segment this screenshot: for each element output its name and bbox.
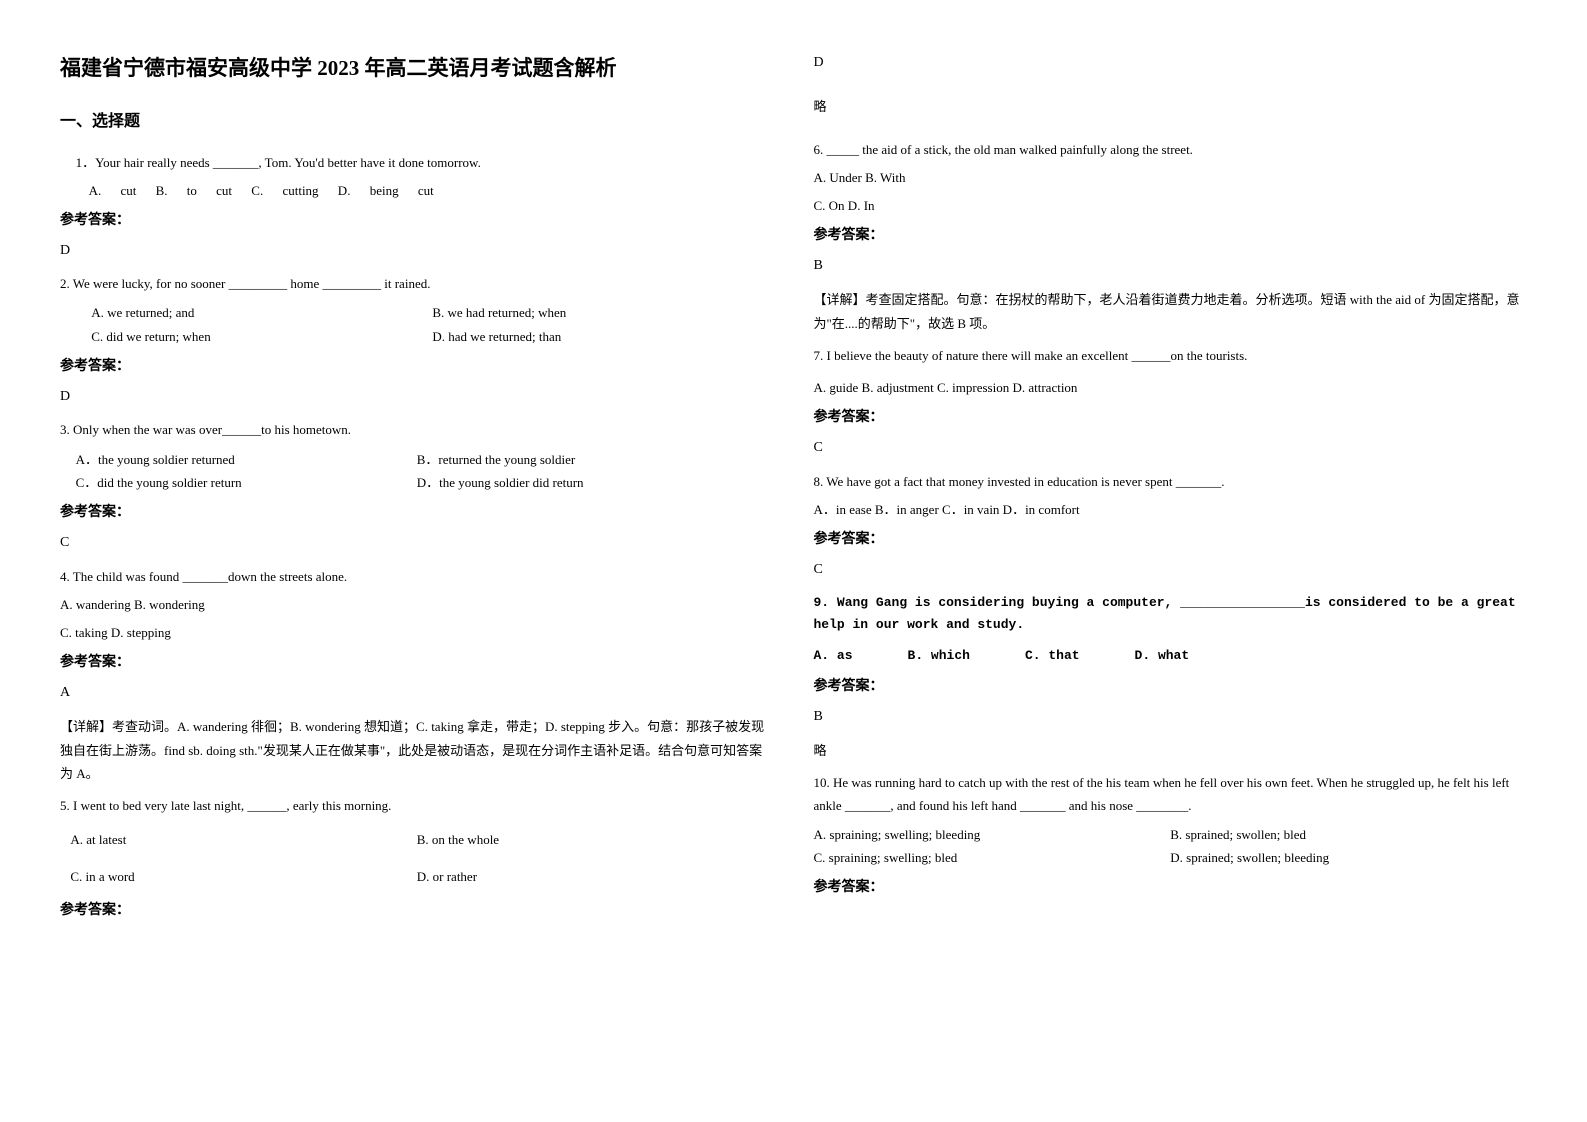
q7-answer: C [814,435,1528,460]
question-6: 6. _____ the aid of a stick, the old man… [814,139,1528,335]
q4-explanation: 【详解】考查动词。A. wandering 徘徊；B. wondering 想知… [60,715,774,785]
answer-label: 参考答案： [60,898,774,923]
q2-answer: D [60,384,774,409]
left-column: 福建省宁德市福安高级中学 2023 年高二英语月考试题含解析 一、选择题 1．Y… [60,50,774,934]
q1-text: 1．Your hair really needs _______, Tom. Y… [60,152,774,174]
q5-opt-a: A. at latest [60,828,417,851]
q3-text: 3. Only when the war was over______to hi… [60,419,774,441]
answer-label: 参考答案： [814,674,1528,699]
omit-text: 略 [814,739,1528,762]
answer-label: 参考答案： [814,527,1528,552]
answer-label: 参考答案： [60,650,774,675]
answer-label: 参考答案： [60,208,774,233]
q4-opt-cd: C. taking D. stepping [60,622,774,644]
question-7: 7. I believe the beauty of nature there … [814,345,1528,461]
q5-opt-c: C. in a word [60,865,417,888]
q9-answer: B [814,704,1528,729]
q5-options: A. at latest B. on the whole C. in a wor… [60,828,774,889]
question-3: 3. Only when the war was over______to hi… [60,419,774,555]
q10-opt-b: B. sprained; swollen; bled [1170,823,1527,846]
question-9: 9. Wang Gang is considering buying a com… [814,592,1528,762]
q3-options: A．the young soldier returned B．returned … [60,448,774,495]
q3-opt-b: B．returned the young soldier [417,448,774,471]
right-column: D 略 6. _____ the aid of a stick, the old… [814,50,1528,934]
q3-opt-d: D．the young soldier did return [417,471,774,494]
q5-answer: D [814,50,1528,75]
q6-opt-ab: A. Under B. With [814,167,1528,189]
q1-answer: D [60,238,774,263]
q1-options: A. cut B. to cut C. cutting D. being cut [60,180,774,202]
q2-opt-b: B. we had returned; when [417,301,774,324]
q4-text: 4. The child was found _______down the s… [60,566,774,588]
main-title: 福建省宁德市福安高级中学 2023 年高二英语月考试题含解析 [60,50,774,88]
q6-explanation: 【详解】考查固定搭配。句意：在拐杖的帮助下，老人沿着街道费力地走着。分析选项。短… [814,288,1528,335]
q9-opt-c: C. that [1025,644,1080,667]
section-title: 一、选择题 [60,108,774,137]
q7-text: 7. I believe the beauty of nature there … [814,345,1528,367]
omit-text: 略 [814,95,1528,118]
q5-opt-b: B. on the whole [417,828,774,851]
q10-text: 10. He was running hard to catch up with… [814,772,1528,816]
q1-opt-row: A. cut B. to cut C. cutting D. being cut [89,183,434,198]
q9-options: A. as B. which C. that D. what [814,644,1528,667]
q10-opt-c: C. spraining; swelling; bled [814,846,1171,869]
q10-opt-a: A. spraining; swelling; bleeding [814,823,1171,846]
q2-opt-c: C. did we return; when [60,325,417,348]
answer-label: 参考答案： [814,223,1528,248]
q10-opt-d: D. sprained; swollen; bleeding [1170,846,1527,869]
answer-label: 参考答案： [60,354,774,379]
page-container: 福建省宁德市福安高级中学 2023 年高二英语月考试题含解析 一、选择题 1．Y… [60,50,1527,934]
question-4: 4. The child was found _______down the s… [60,566,774,786]
q5-opt-d: D. or rather [417,865,774,888]
q5-text: 5. I went to bed very late last night, _… [60,795,774,817]
answer-label: 参考答案： [814,405,1528,430]
q6-answer: B [814,253,1528,278]
q2-text: 2. We were lucky, for no sooner ________… [60,273,774,295]
question-10: 10. He was running hard to catch up with… [814,772,1528,900]
q2-options: A. we returned; and B. we had returned; … [60,301,774,348]
q2-opt-a: A. we returned; and [60,301,417,324]
q3-opt-c: C．did the young soldier return [60,471,417,494]
question-5: 5. I went to bed very late last night, _… [60,795,774,923]
q9-opt-a: A. as [814,644,853,667]
q8-text: 8. We have got a fact that money investe… [814,471,1528,493]
answer-label: 参考答案： [814,875,1528,900]
q6-opt-cd: C. On D. In [814,195,1528,217]
q2-opt-d: D. had we returned; than [417,325,774,348]
q10-options: A. spraining; swelling; bleeding B. spra… [814,823,1528,870]
q9-opt-d: D. what [1135,644,1190,667]
answer-label: 参考答案： [60,500,774,525]
q7-options: A. guide B. adjustment C. impression D. … [814,377,1528,399]
question-2: 2. We were lucky, for no sooner ________… [60,273,774,409]
q9-opt-b: B. which [908,644,970,667]
q3-answer: C [60,530,774,555]
q4-answer: A [60,680,774,705]
q8-answer: C [814,557,1528,582]
q4-opt-ab: A. wandering B. wondering [60,594,774,616]
question-8: 8. We have got a fact that money investe… [814,471,1528,583]
q8-options: A．in ease B．in anger C．in vain D．in comf… [814,499,1528,521]
question-1: 1．Your hair really needs _______, Tom. Y… [60,152,774,264]
q6-text: 6. _____ the aid of a stick, the old man… [814,139,1528,161]
q9-text: 9. Wang Gang is considering buying a com… [814,592,1528,636]
q3-opt-a: A．the young soldier returned [60,448,417,471]
